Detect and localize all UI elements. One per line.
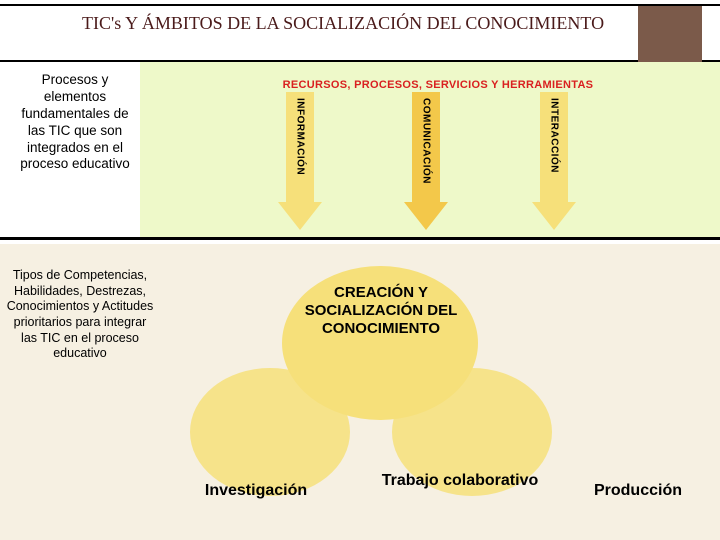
top-section: Procesos y elementos fundamentales de la… — [0, 62, 720, 240]
bottom-left-text: Tipos de Competencias, Habilidades, Dest… — [4, 268, 156, 362]
arrow-label-interaccion: INTERACCIÓN — [549, 98, 560, 173]
decor-box — [638, 6, 702, 62]
foot-investigacion: Investigación — [176, 482, 336, 500]
arrow-label-informacion: INFORMACIÓN — [295, 98, 306, 175]
center-label: CREACIÓN Y SOCIALIZACIÓN DEL CONOCIMIENT… — [302, 284, 460, 338]
arrow-informacion: INFORMACIÓN — [278, 92, 322, 236]
bottom-section: Tipos de Competencias, Habilidades, Dest… — [0, 244, 720, 540]
title-bar: TIC's Y ÁMBITOS DE LA SOCIALIZACIÓN DEL … — [0, 4, 720, 62]
foot-produccion: Producción — [568, 482, 708, 500]
foot-trabajo-colaborativo: Trabajo colaborativo — [380, 472, 540, 490]
arrow-interaccion: INTERACCIÓN — [532, 92, 576, 236]
arrow-comunicacion: COMUNICACIÓN — [404, 92, 448, 236]
arrow-label-comunicacion: COMUNICACIÓN — [421, 98, 432, 184]
page-title: TIC's Y ÁMBITOS DE LA SOCIALIZACIÓN DEL … — [82, 12, 720, 35]
green-panel: RECURSOS, PROCESOS, SERVICIOS Y HERRAMIE… — [140, 62, 720, 237]
top-left-text: Procesos y elementos fundamentales de la… — [0, 62, 140, 237]
